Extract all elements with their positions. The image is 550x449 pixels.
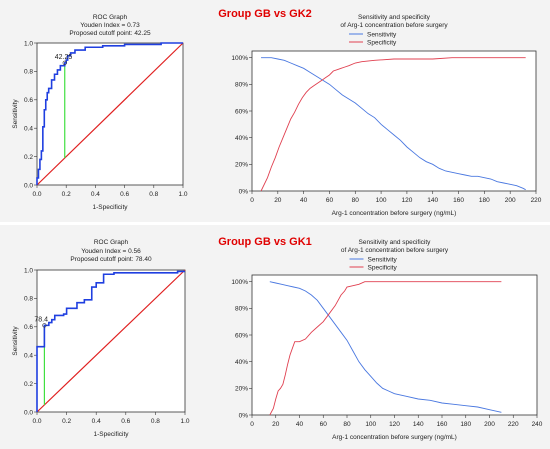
roc-bottom-title: ROC Graph [94, 239, 129, 246]
roc-top-xtick-label: 0.4 [91, 191, 100, 198]
sens-bottom-plot-area [251, 274, 538, 416]
sens-bottom-xtick-label: 20 [272, 421, 280, 428]
sens-top-xtick-label: 180 [479, 197, 490, 204]
roc-top-diagonal-line [36, 42, 184, 186]
roc-bottom-roc-curve [36, 270, 185, 412]
roc-top-xlabel: 1-Specificity [92, 204, 128, 211]
sens-bottom-xtick-label: 60 [320, 421, 328, 428]
sens-top-xtick-label: 200 [505, 197, 516, 204]
sens-top-xtick-label: 220 [531, 197, 542, 204]
sens-bottom-xtick-label: 0 [250, 421, 254, 428]
roc-top-subtitle-1: Proposed cutoff point: 42.25 [69, 30, 151, 37]
sens-top-xtick-label: 60 [326, 197, 334, 204]
roc-top-xtick-label: 0.0 [32, 191, 41, 198]
roc-bottom-ylabel: Sensitivity [12, 326, 19, 356]
sens-bottom-title-line2: of Arg-1 concentration before surgery [341, 247, 449, 254]
sens-top-ytick-label: 0% [239, 188, 249, 195]
bottom-group-title: Group GB vs GK1 [218, 236, 312, 248]
roc-top-roc-curve [36, 42, 183, 185]
roc-top-title: ROC Graph [93, 14, 128, 21]
roc-top-ytick-label: 0.4 [24, 126, 33, 133]
sens-top-ytick-label: 20% [235, 162, 248, 169]
roc-bottom-xlabel: 1-Specificity [93, 431, 129, 438]
roc-bottom-cutoff-label: 78.4 [34, 316, 48, 323]
roc-bottom-xtick-label: 0.6 [121, 418, 130, 425]
roc-top-ytick-label: 1.0 [24, 40, 33, 47]
sens-bottom-xtick-label: 80 [343, 421, 351, 428]
sens-bottom-legend-label-1: Specificity [368, 264, 398, 271]
sens-top-xtick-label: 80 [352, 197, 360, 204]
sens-top-xtick-label: 140 [427, 197, 438, 204]
sens-top-legend-label-1: Specificity [367, 39, 397, 46]
sens-bottom-xtick-label: 200 [484, 421, 495, 428]
sens-bottom-ytick-label: 60% [235, 332, 248, 339]
roc-top-cutoff-label: 42.25 [55, 54, 73, 61]
roc-bottom-subtitle-1: Proposed cutoff point: 78.40 [70, 256, 152, 263]
sens-top-legend-label-0: Sensitivity [367, 31, 397, 38]
roc-bottom-xtick-label: 0.8 [151, 418, 160, 425]
top-group-title: Group GB vs GK2 [218, 8, 312, 20]
sens-bottom-ytick-label: 40% [235, 359, 248, 366]
roc-bottom-cutoff-marker [42, 323, 47, 328]
roc-bottom-ytick-label: 0.4 [24, 353, 33, 360]
roc-top-subtitle-0: Youden Index = 0.73 [80, 22, 140, 29]
sens-bottom-series-sensitivity [269, 281, 502, 413]
roc-top-ytick-label: 0.0 [24, 182, 33, 189]
roc-bottom-ytick-label: 0.6 [24, 324, 33, 331]
sens-bottom-title: Sensitivity and specificity [359, 239, 432, 246]
sens-bottom-xtick-label: 240 [532, 421, 543, 428]
roc-top-cutoff-marker [62, 60, 67, 65]
sens-top-title-line2: of Arg-1 concentration before surgery [340, 22, 448, 29]
roc-bottom-xtick-label: 0.0 [32, 418, 41, 425]
sens-bottom-ytick-label: 80% [235, 306, 248, 313]
roc-top-xtick-label: 1.0 [178, 191, 187, 198]
roc-bottom-ytick-label: 0.0 [24, 409, 33, 416]
sens-bottom-xtick-label: 40 [296, 421, 304, 428]
sens-bottom-xtick-label: 180 [460, 421, 471, 428]
sens-top-ytick-label: 80% [235, 82, 248, 89]
roc-top-xtick-label: 0.8 [149, 191, 158, 198]
roc-bottom-ytick-label: 0.2 [24, 381, 33, 388]
sens-bottom-xlabel: Arg-1 concentration before surgery (ng/m… [332, 434, 457, 441]
sens-bottom-xtick-label: 100 [365, 421, 376, 428]
sens-bottom-ytick-label: 100% [231, 279, 248, 286]
roc-bottom-diagonal-line [36, 269, 186, 413]
sens-top-xtick-label: 20 [274, 197, 282, 204]
roc-top-ytick-label: 0.6 [24, 97, 33, 104]
sens-top-xlabel: Arg-1 concentration before surgery (ng/m… [332, 210, 457, 217]
roc-top-xtick-label: 0.2 [62, 191, 71, 198]
roc-bottom-xtick-label: 1.0 [180, 418, 189, 425]
roc-top-ylabel: Sensitivity [12, 99, 19, 129]
sens-bottom-xtick-label: 160 [437, 421, 448, 428]
roc-top-ytick-label: 0.2 [24, 154, 33, 161]
sens-bottom-ytick-label: 0% [239, 412, 249, 419]
sens-bottom-legend-label-0: Sensitivity [368, 256, 398, 263]
roc-bottom-xtick-label: 0.2 [62, 418, 71, 425]
sens-top-ytick-label: 60% [235, 108, 248, 115]
sens-top-series-specificity [260, 57, 526, 192]
roc-top-xtick-label: 0.6 [120, 191, 129, 198]
roc-bottom-ytick-label: 1.0 [24, 267, 33, 274]
sens-bottom-series-specificity [269, 281, 502, 416]
roc-bottom-ytick-label: 0.8 [24, 296, 33, 303]
sens-bottom-xtick-label: 140 [413, 421, 424, 428]
sens-top-series-sensitivity [261, 57, 526, 191]
sens-top-xtick-label: 160 [453, 197, 464, 204]
sens-bottom-xtick-label: 120 [389, 421, 400, 428]
sens-top-ytick-label: 40% [235, 135, 248, 142]
sens-bottom-ytick-label: 20% [235, 386, 248, 393]
roc-top-ytick-label: 0.8 [24, 69, 33, 76]
sens-top-ytick-label: 100% [231, 55, 248, 62]
sens-top-xtick-label: 100 [376, 197, 387, 204]
sens-top-plot-area [251, 50, 537, 192]
sens-top-xtick-label: 40 [300, 197, 308, 204]
sens-bottom-xtick-label: 220 [508, 421, 519, 428]
sens-top-title: Sensitivity and specificity [358, 14, 431, 21]
sens-top-xtick-label: 120 [401, 197, 412, 204]
roc-bottom-xtick-label: 0.4 [92, 418, 101, 425]
sens-top-xtick-label: 0 [250, 197, 254, 204]
roc-bottom-subtitle-0: Youden Index = 0.56 [81, 248, 141, 255]
